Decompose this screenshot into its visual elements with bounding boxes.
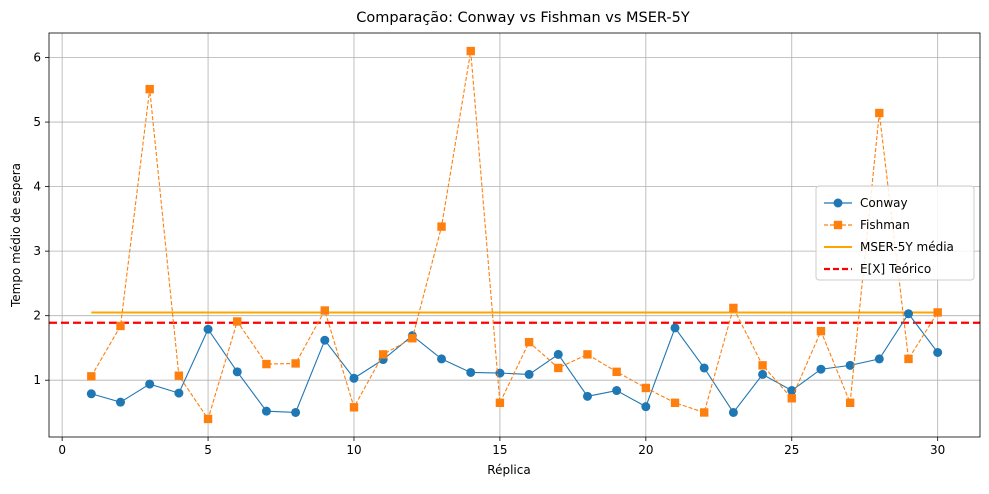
fishman-point bbox=[87, 372, 96, 381]
conway-point bbox=[232, 367, 242, 377]
conway-point bbox=[582, 391, 592, 401]
x-tick-label: 30 bbox=[930, 443, 945, 457]
fishman-point bbox=[787, 394, 796, 403]
x-tick-label: 10 bbox=[346, 443, 361, 457]
legend-box bbox=[815, 185, 975, 281]
legend-fishman-marker bbox=[833, 220, 843, 230]
fishman-point bbox=[816, 326, 826, 336]
fishman-point bbox=[408, 334, 417, 343]
conway-point bbox=[145, 379, 155, 389]
fishman-point bbox=[875, 108, 884, 118]
conway-point bbox=[874, 354, 884, 364]
y-tick-label: 5 bbox=[33, 115, 41, 129]
fishman-point bbox=[466, 46, 475, 56]
x-axis-label: Réplica bbox=[487, 463, 530, 477]
fishman-point bbox=[641, 383, 651, 393]
conway-point bbox=[291, 407, 301, 417]
fishman-point bbox=[495, 398, 505, 407]
fishman-point bbox=[933, 308, 942, 317]
fishman-point bbox=[524, 337, 534, 347]
conway-point bbox=[466, 367, 476, 377]
legend-label: Fishman bbox=[860, 218, 910, 232]
fishman-point bbox=[378, 350, 388, 359]
y-tick-label: 6 bbox=[33, 51, 41, 65]
conway-point bbox=[758, 369, 768, 379]
conway-point bbox=[86, 389, 96, 399]
fishman-point bbox=[291, 359, 300, 368]
conway-point bbox=[845, 360, 855, 370]
fishman-point bbox=[612, 367, 621, 377]
legend-conway-marker bbox=[833, 198, 843, 208]
conway-line bbox=[91, 312, 939, 414]
fishman-point bbox=[554, 363, 563, 373]
fishman-point bbox=[758, 361, 767, 370]
conway-point bbox=[699, 363, 709, 373]
conway-point bbox=[641, 402, 651, 412]
conway-point bbox=[437, 354, 447, 364]
y-tick-label: 4 bbox=[33, 180, 41, 194]
x-tick-label: 25 bbox=[784, 443, 799, 457]
conway-point bbox=[933, 347, 943, 357]
fishman-point bbox=[670, 398, 680, 407]
fishman-point bbox=[349, 403, 359, 412]
conway-point bbox=[116, 397, 126, 407]
x-tick-label: 15 bbox=[492, 443, 507, 457]
plot-area bbox=[49, 46, 980, 424]
y-axis-label: Tempo médio de espera bbox=[9, 163, 23, 308]
fishman-point bbox=[437, 222, 446, 231]
fishman-point bbox=[583, 350, 592, 359]
fishman-point bbox=[700, 408, 709, 417]
conway-point bbox=[816, 364, 826, 374]
conway-point bbox=[553, 349, 563, 359]
fishman-line bbox=[90, 50, 939, 421]
conway-point bbox=[670, 323, 680, 333]
fishman-point bbox=[203, 414, 213, 424]
chart-title: Comparação: Conway vs Fishman vs MSER-5Y bbox=[356, 10, 690, 26]
axes: 0 5 10 15 20 25 30 1 2 3 4 5 6 bbox=[33, 32, 981, 457]
conway-point bbox=[728, 407, 738, 417]
conway-point bbox=[612, 386, 622, 396]
fishman-point bbox=[174, 371, 184, 380]
fishman-point bbox=[320, 306, 329, 315]
legend-label: E[X] Teórico bbox=[860, 262, 931, 276]
conway-point bbox=[787, 386, 797, 396]
fishman-point bbox=[729, 303, 738, 313]
fishman-point bbox=[233, 317, 242, 326]
x-tick-label: 20 bbox=[638, 443, 653, 457]
fishman-point bbox=[116, 321, 125, 331]
y-tick-label: 3 bbox=[33, 244, 41, 258]
fishman-point bbox=[262, 359, 271, 369]
y-tick-label: 2 bbox=[33, 309, 41, 323]
legend: Conway Fishman MSER-5Y média E[X] Teórico bbox=[815, 185, 975, 281]
x-tick-label: 0 bbox=[58, 443, 66, 457]
legend-label: MSER-5Y média bbox=[860, 240, 954, 254]
y-tick-label: 1 bbox=[33, 373, 41, 387]
conway-point bbox=[903, 309, 913, 319]
fishman-point bbox=[904, 354, 913, 364]
conway-point bbox=[320, 335, 330, 345]
fishman-point bbox=[145, 84, 154, 94]
x-tick-label: 5 bbox=[204, 443, 212, 457]
conway-point bbox=[349, 373, 359, 383]
conway-point bbox=[174, 388, 184, 398]
axes-frame bbox=[48, 32, 981, 438]
conway-point bbox=[261, 406, 271, 416]
conway-point bbox=[524, 369, 534, 379]
conway-point bbox=[203, 324, 213, 334]
fishman-point bbox=[845, 398, 855, 407]
legend-label: Conway bbox=[860, 196, 908, 210]
